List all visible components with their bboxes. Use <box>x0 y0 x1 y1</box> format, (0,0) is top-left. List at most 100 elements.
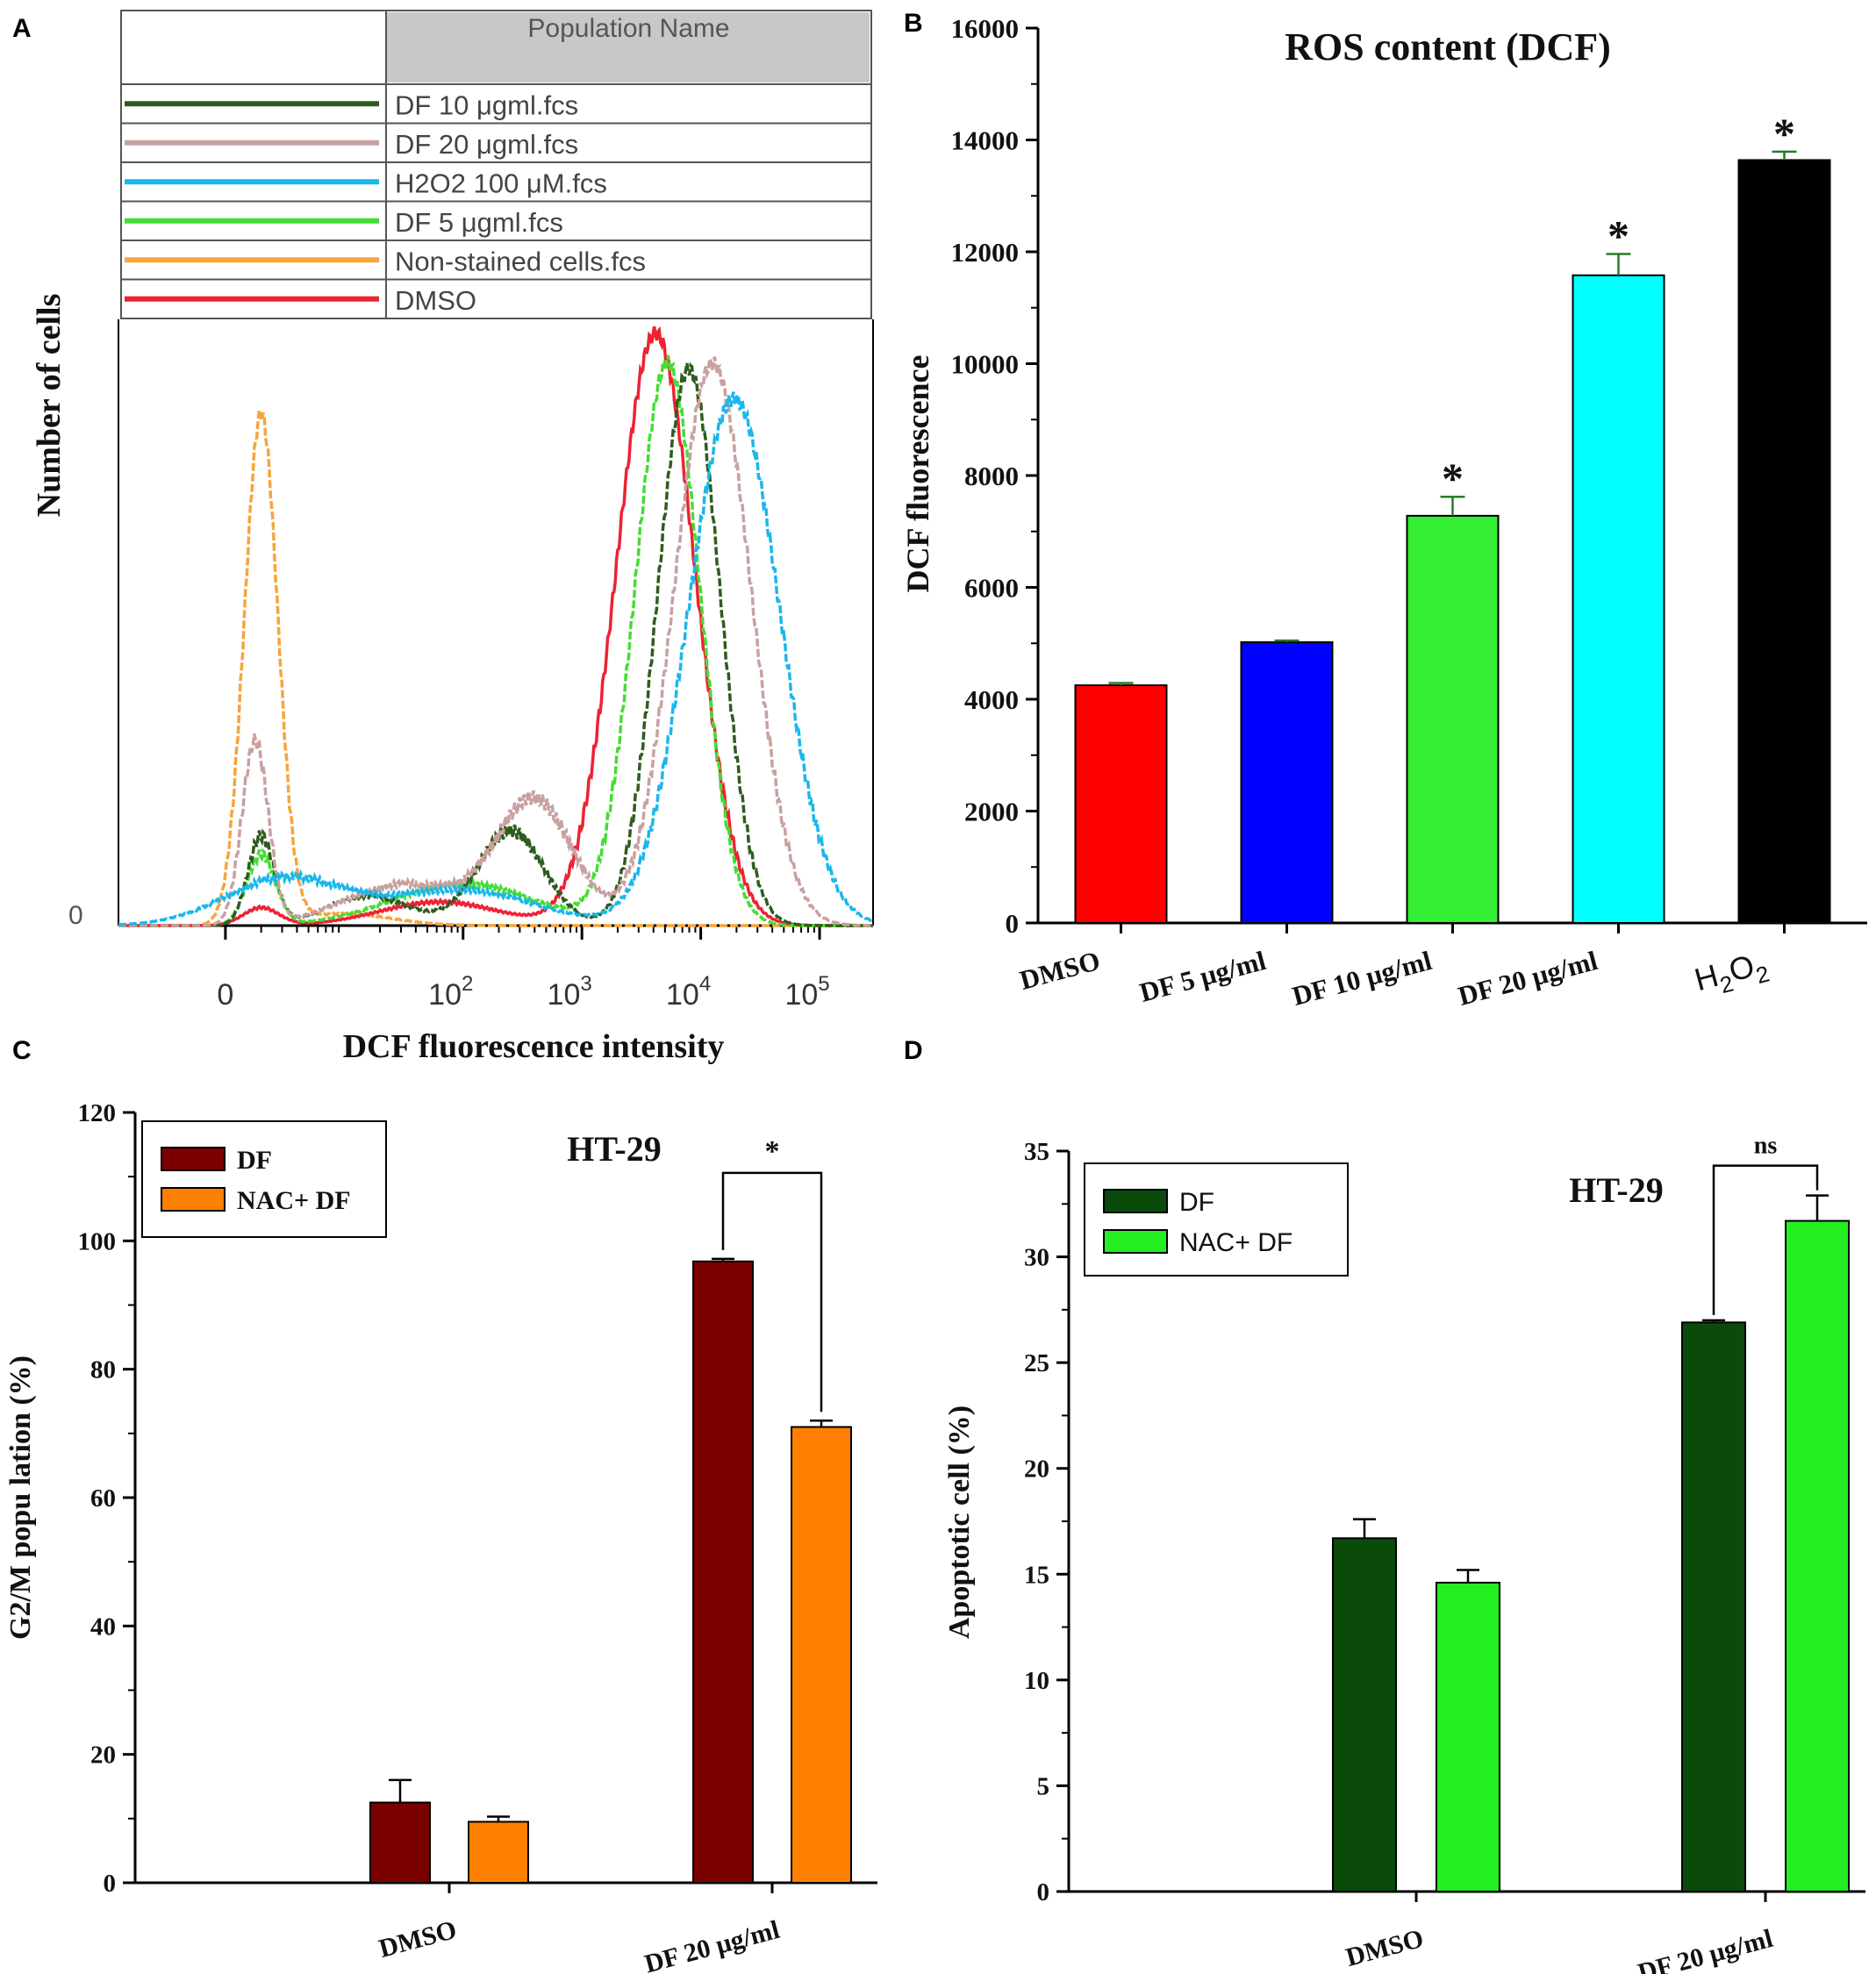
x-tick-label: H2O2 <box>1691 944 1772 1005</box>
y-tick-label: 5 <box>1037 1772 1050 1800</box>
y-tick-label: 120 <box>78 1099 117 1127</box>
y-tick-label: 35 <box>1024 1138 1049 1166</box>
panel-label-a: A <box>12 14 32 43</box>
y-tick-label: 10 <box>1024 1667 1049 1695</box>
y-tick-label: 20 <box>1024 1455 1049 1484</box>
y-tick-label: 0 <box>1037 1878 1050 1906</box>
x-tick-label: DF 20 μg/ml <box>641 1915 783 1974</box>
legend-entry-label: DF 20 μgml.fcs <box>395 129 578 160</box>
panel-c-bar-chart: 0 20 40 60 80 100 120 G2/M popu lation (%) HT-29… <box>4 1099 877 1974</box>
histogram-curve-h2o2-100 <box>118 391 874 926</box>
histogram-curve-df-10 <box>118 361 873 927</box>
legend-entry-label: NAC+ DF <box>1179 1228 1292 1257</box>
bar <box>1681 1321 1746 1892</box>
y-tick-label: 14000 <box>951 125 1020 156</box>
bar <box>1785 1219 1850 1892</box>
x-tick-label: DF 5 μg/ml <box>1136 945 1270 1008</box>
bar <box>1436 1581 1500 1892</box>
x-tick-label: DF 20 μg/ml <box>1455 945 1601 1012</box>
y-tick-label: 60 <box>90 1484 116 1513</box>
y-tick-label: 12000 <box>951 237 1020 268</box>
bar <box>468 1820 529 1885</box>
legend-entry-label: DF <box>237 1146 272 1175</box>
legend-swatch <box>1103 1189 1168 1213</box>
significance-mark: * <box>1442 454 1464 503</box>
y-tick-label: 6000 <box>964 573 1019 604</box>
chart-title: HT-29 <box>567 1129 661 1169</box>
significance-bracket <box>721 1171 823 1413</box>
x-tick-label: 0 <box>217 978 233 1012</box>
histogram-curve-df-20 <box>118 354 873 927</box>
legend-box <box>1084 1162 1349 1277</box>
y-tick-label: 0 <box>104 1870 117 1898</box>
legend-swatch <box>161 1187 226 1212</box>
y-tick-label: 0 <box>1006 908 1020 939</box>
legend-entry-label: H2O2 100 μM.fcs <box>395 168 607 199</box>
bar <box>1406 514 1500 925</box>
y-tick-label: 10000 <box>951 349 1020 380</box>
bar <box>1240 640 1334 924</box>
y-tick-label: 15 <box>1024 1561 1049 1589</box>
x-tick-label: DF 20 μg/ml <box>1635 1924 1776 1974</box>
bar <box>1737 159 1831 924</box>
y-tick-label: 80 <box>90 1356 116 1384</box>
bar <box>791 1426 852 1885</box>
legend-row <box>120 278 872 319</box>
panel-b-bar-chart: 0 2000 4000 6000 8000 10000 12000 14000 16000 ROS… <box>900 13 1867 1012</box>
x-tick-label: DMSO <box>1016 945 1103 996</box>
y-tick-label: 25 <box>1024 1349 1049 1377</box>
x-tick-label: DF 10 μg/ml <box>1289 945 1436 1012</box>
y-tick-label: 40 <box>90 1613 116 1641</box>
y-axis-title: G2/M popu lation (%) <box>4 1355 37 1640</box>
bar <box>369 1801 431 1885</box>
legend-header-fill <box>386 12 870 82</box>
x-tick-label: 105 <box>784 972 829 1012</box>
significance-mark: * <box>1773 109 1795 158</box>
y-tick-label: 30 <box>1024 1244 1049 1272</box>
y-tick-label: 100 <box>78 1227 117 1255</box>
bar <box>1572 274 1665 924</box>
significance-mark: * <box>765 1135 780 1168</box>
y-tick-label: 4000 <box>964 684 1019 715</box>
x-tick-label: 103 <box>548 972 592 1012</box>
bar <box>1332 1537 1397 1892</box>
x-tick-label: 104 <box>666 972 711 1012</box>
x-tick-label: DMSO <box>376 1915 459 1963</box>
legend-box <box>141 1120 387 1238</box>
y-axis-title: Apoptotic cell (%) <box>943 1405 976 1639</box>
histogram-curve-dmso <box>118 325 873 927</box>
x-tick-label: 102 <box>428 972 473 1012</box>
y-tick-label: 8000 <box>964 461 1019 491</box>
panel-label-d: D <box>904 1036 923 1065</box>
legend-entry-label: Non-stained cells.fcs <box>395 247 646 277</box>
chart-title: ROS content (DCF) <box>1285 25 1611 68</box>
bar <box>1074 684 1168 924</box>
significance-mark: ns <box>1754 1133 1778 1160</box>
y-tick-label: 0 <box>68 901 83 930</box>
x-tick-label: DMSO <box>1343 1924 1426 1972</box>
chart-title: HT-29 <box>1569 1170 1663 1210</box>
y-axis-title: Number of cells <box>31 294 68 518</box>
significance-mark: * <box>1607 211 1629 261</box>
legend-entry-label: DMSO <box>395 285 476 316</box>
y-tick-label: 16000 <box>951 13 1020 44</box>
panel-label-c: C <box>12 1036 32 1065</box>
bar <box>692 1260 754 1885</box>
panel-a-histogram: Population Name DF 10 μgml.fcs DF 20 μgml.… <box>31 10 874 1065</box>
y-tick-label: 20 <box>90 1742 116 1770</box>
x-axis-title: DCF fluorescence intensity <box>343 1028 725 1065</box>
y-tick-label: 2000 <box>964 797 1019 827</box>
panel-label-b: B <box>904 9 923 38</box>
legend-swatch <box>1103 1229 1168 1254</box>
legend-entry-label: DF 5 μgml.fcs <box>395 207 563 238</box>
legend-swatch <box>161 1147 226 1171</box>
histogram-curve-non-stained-cells <box>118 409 873 927</box>
panel-d-bar-chart: 0 5 10 15 20 25 30 35 Apoptotic cell (%) HT-29 DF N… <box>943 1133 1865 1974</box>
legend-header-text: Population Name <box>527 14 729 43</box>
y-axis-title: DCF fluorescence <box>900 355 935 593</box>
legend-entry-label: NAC+ DF <box>237 1186 351 1215</box>
legend-entry-label: DF <box>1179 1188 1214 1217</box>
significance-bracket <box>1712 1164 1819 1315</box>
legend-entry-label: DF 10 μgml.fcs <box>395 90 578 121</box>
